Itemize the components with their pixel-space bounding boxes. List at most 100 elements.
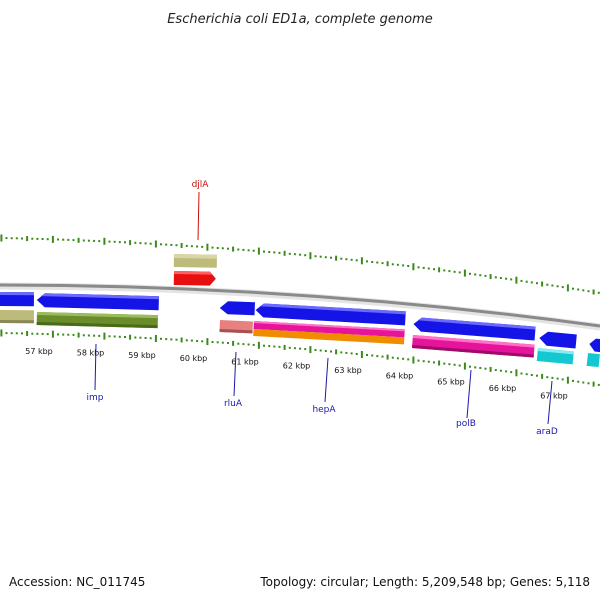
inner-tick-mark [417, 359, 420, 362]
outer-tick-mark [396, 263, 399, 266]
inner-tick-mark [479, 367, 482, 369]
genome-title: Escherichia coli ED1a, complete genome [167, 12, 433, 27]
feature-gene-imp-region[interactable] [36, 293, 159, 311]
outer-tick-mark [57, 238, 59, 241]
outer-tick-mark [149, 242, 152, 245]
outer-tick-mark [520, 279, 523, 282]
gene-label-djlA[interactable]: djlA [192, 180, 210, 190]
outer-tick-track [0, 234, 600, 295]
inner-tick-mark [597, 383, 600, 386]
inner-tick-mark [36, 332, 39, 335]
gene-label-araD[interactable]: araD [536, 427, 558, 437]
outer-tick-mark [293, 253, 296, 256]
inner-tick-mark [438, 360, 441, 366]
outer-tick-mark [499, 277, 502, 279]
gene-label-hepA[interactable]: hepA [312, 405, 336, 415]
feature-gene-edge[interactable] [589, 338, 600, 353]
inner-tick-mark [566, 376, 569, 384]
gene-label-polB[interactable]: polB [456, 419, 476, 429]
outer-tick-mark [592, 289, 595, 295]
inner-tick-mark [5, 332, 8, 335]
outer-tick-mark [118, 241, 121, 244]
feature-gene-araD-region[interactable] [539, 331, 577, 349]
inner-tick-mark [561, 378, 564, 381]
gene-label-rluA[interactable]: rluA [224, 399, 243, 409]
gene-label-imp[interactable]: imp [87, 393, 104, 403]
outer-tick-mark [139, 242, 142, 245]
inner-tick-mark [577, 380, 580, 383]
inner-tick-mark [170, 338, 173, 341]
feature-gene-hepA-region[interactable] [255, 303, 406, 326]
inner-tick-mark [98, 334, 101, 337]
feature-polB[interactable] [411, 335, 535, 358]
inner-tick-mark [46, 333, 49, 336]
inner-tick-mark [26, 331, 29, 336]
inner-tick-mark [93, 334, 96, 337]
inner-tick-mark [293, 347, 296, 350]
inner-tick-mark [21, 332, 23, 335]
outer-tick-mark [170, 243, 173, 246]
inner-tick-mark [299, 347, 302, 350]
outer-tick-mark [402, 264, 405, 267]
outer-tick-mark [427, 267, 430, 270]
outer-tick-mark [469, 272, 471, 275]
outer-tick-mark [443, 269, 446, 272]
inner-tick-mark [77, 332, 80, 338]
feature-gene-polB-region[interactable] [413, 317, 536, 341]
inner-tick-mark [525, 373, 528, 376]
outer-tick-mark [541, 281, 544, 287]
inner-tick-mark [268, 345, 271, 348]
outer-tick-mark [190, 245, 193, 248]
feature-imp[interactable] [36, 312, 158, 329]
inner-tick-mark [160, 337, 162, 340]
inner-tick-mark [463, 362, 466, 370]
feature-djlA[interactable] [173, 254, 217, 268]
feature-djlA-arrow[interactable] [173, 271, 216, 286]
outer-tick-mark [257, 247, 260, 255]
outer-tick-mark [26, 236, 29, 242]
outer-tick-mark [5, 237, 8, 240]
feature-gene-1[interactable] [0, 292, 34, 307]
outer-tick-mark [371, 261, 374, 263]
outer-tick-mark [525, 280, 528, 283]
inner-tick-mark [247, 343, 250, 346]
inner-tick-mark [139, 336, 142, 339]
inner-tick-mark [556, 377, 559, 380]
feature-hepA[interactable] [253, 321, 405, 345]
inner-tick-mark [113, 335, 116, 338]
inner-tick-mark [232, 340, 235, 346]
outer-tick-mark [510, 278, 513, 281]
outer-tick-mark [46, 238, 49, 241]
tick-label-62kbp: 62 kbp [283, 361, 311, 370]
feature-rluA[interactable] [219, 320, 253, 334]
outer-tick-mark [82, 239, 85, 242]
inner-tick-mark [443, 362, 446, 365]
inner-tick-mark [582, 381, 585, 384]
outer-tick-mark [330, 256, 332, 259]
feature-gene-rluA-region[interactable] [219, 301, 255, 316]
inner-tick-mark [57, 333, 59, 336]
inner-tick-mark [190, 339, 193, 342]
feature-cyan-edge[interactable] [586, 353, 600, 368]
inner-tick-mark [237, 342, 240, 345]
outer-tick-mark [227, 247, 229, 250]
outer-tick-mark [62, 238, 65, 241]
feature-khaki-left[interactable] [0, 310, 34, 324]
inner-tick-mark [474, 366, 477, 369]
inner-tick-mark [345, 351, 348, 354]
inner-tick-mark [87, 334, 90, 337]
outer-tick-mark [134, 241, 137, 244]
inner-tick-mark [278, 345, 281, 348]
inner-tick-mark [211, 341, 214, 343]
outer-tick-mark [391, 263, 394, 266]
outer-tick-mark [180, 243, 183, 248]
outer-tick-mark [484, 274, 487, 277]
inner-tick-mark [67, 333, 70, 336]
outer-tick-mark [340, 257, 343, 260]
outer-tick-mark [87, 239, 90, 242]
inner-tick-mark [335, 349, 338, 355]
feature-araD[interactable] [536, 348, 574, 365]
outer-tick-mark [221, 247, 224, 250]
outer-tick-mark [41, 238, 44, 240]
